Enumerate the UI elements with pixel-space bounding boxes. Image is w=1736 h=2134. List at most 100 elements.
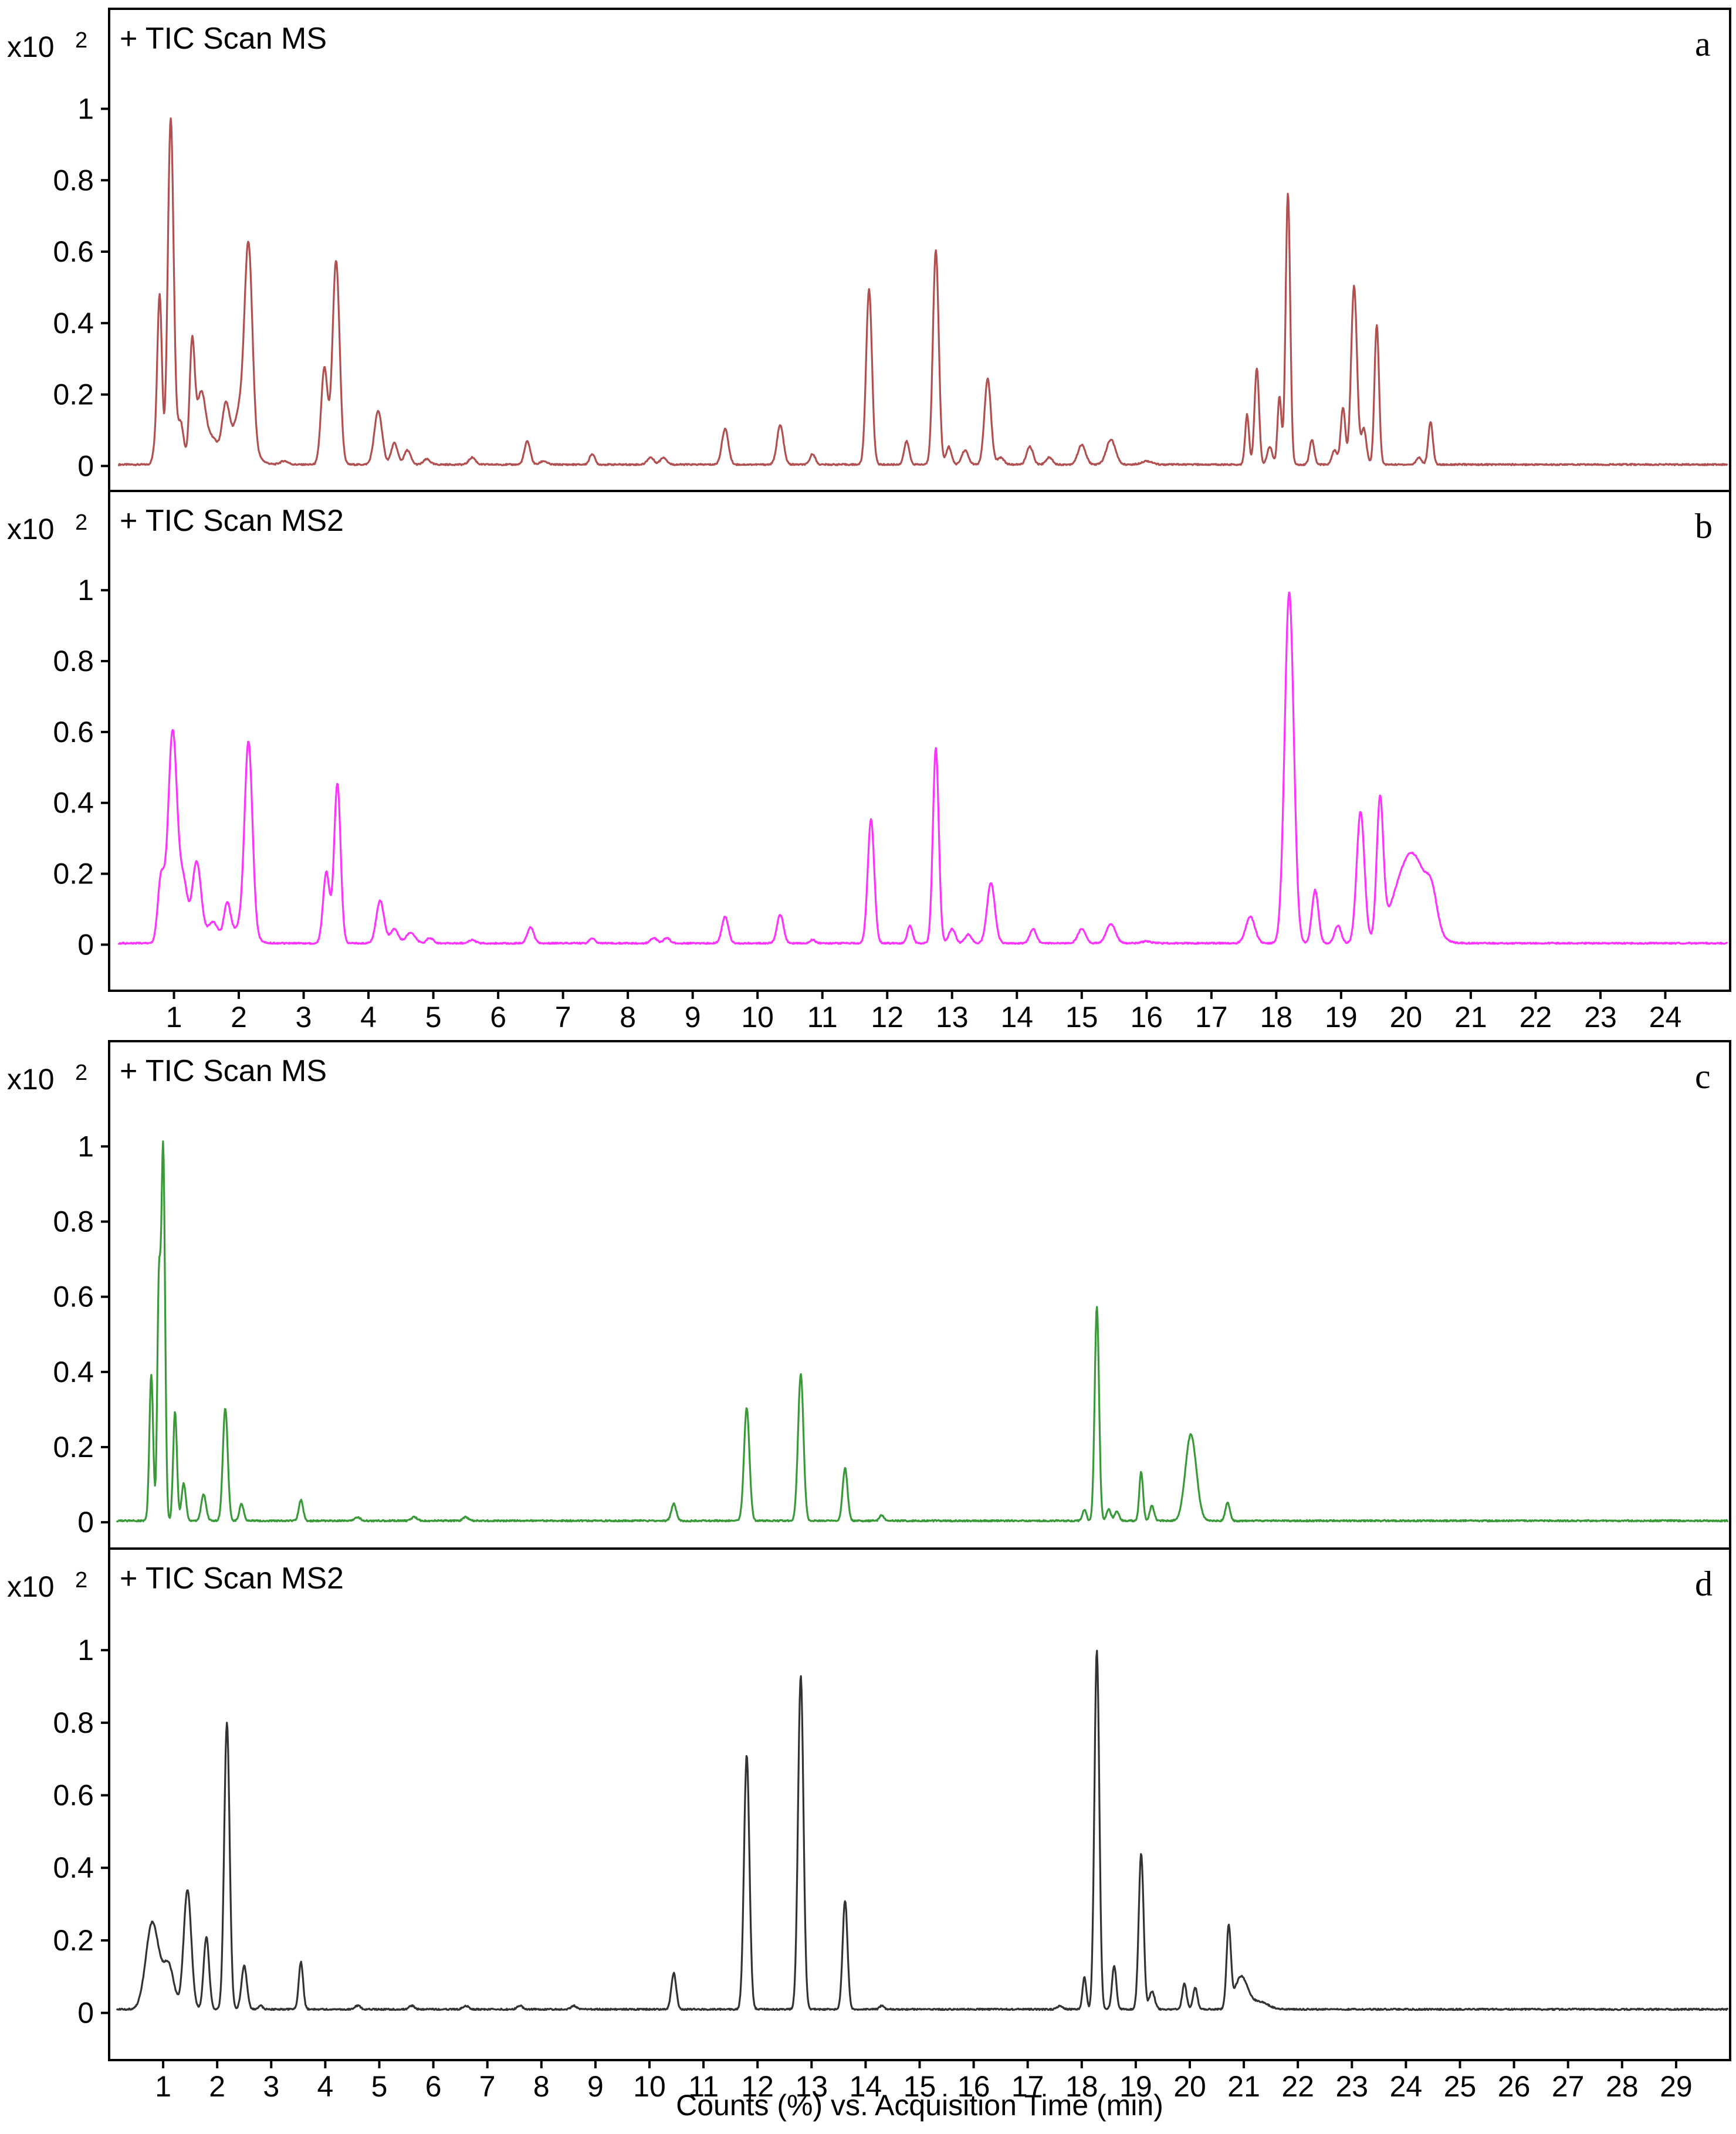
x-tick-label: 2 [231,1001,247,1034]
panel-title: + TIC Scan MS2 [120,1561,344,1596]
y-tick-label: 0.2 [53,1431,94,1464]
panel-c: x10 2 + TIC Scan MS c 0 0.2 0.4 0.6 0.8 1 [7,1040,1731,1550]
x-tick-label: 16 [1131,1001,1163,1034]
x-tick-label: 23 [1584,1001,1617,1034]
panel-letter: d [1695,1564,1713,1603]
panel-title: + TIC Scan MS [120,22,327,56]
panel-b: x10 2 + TIC Scan MS2 b00.20.40.60.811 2 3 4 5 6 7… [7,490,1731,1034]
chromatogram-trace [116,1140,1728,1523]
x-tick-label: 24 [1649,1001,1682,1034]
panel-a: x10 2 + TIC Scan MS a 0 0.2 0.4 0.6 0.8 1 [7,8,1731,492]
x-tick-label: 13 [936,1001,969,1034]
x-tick-label: 19 [1325,1001,1358,1034]
y-tick-label: 0.4 [53,1356,94,1388]
x-tick-label: 24 [1390,2070,1423,2103]
y-tick-label: 0.8 [53,645,94,678]
chromatogram-trace [118,117,1728,466]
x-tick-label: 3 [296,1001,312,1034]
x-tick-label: 9 [587,2070,604,2103]
panel-d: x10 2 + TIC Scan MS2 d00.20.40.60.811 2 3 4 5 6 7… [7,1547,1731,2122]
x-tick-label: 4 [360,1001,377,1034]
x-tick-label: 6 [490,1001,506,1034]
y-multiplier-label: x10 [7,1063,55,1096]
x-tick-label: 13 [795,2070,828,2103]
plot-frame [108,1040,1731,1550]
y-exponent-label: 2 [75,1568,87,1593]
plot-frame [108,1547,1731,2061]
y-tick-label: 0 [77,1997,94,2030]
plot-frame [108,8,1731,492]
y-exponent-label: 2 [75,510,87,535]
y-tick-label: 1 [77,1634,94,1666]
y-tick-label: 0.6 [53,1779,94,1812]
x-tick-label: 2 [209,2070,225,2103]
x-tick-label: 11 [807,1001,838,1034]
x-tick-label: 25 [1444,2070,1477,2103]
x-tick-label: 26 [1498,2070,1531,2103]
panel-letter: a [1695,25,1711,63]
y-tick-label: 0.8 [53,164,94,197]
x-tick-label: 18 [1260,1001,1293,1034]
x-tick-label: 5 [371,2070,388,2103]
y-tick-label: 0.6 [53,716,94,748]
x-tick-label: 15 [903,2070,936,2103]
y-tick-label: 0.4 [53,1851,94,1884]
x-tick-label: 7 [479,2070,496,2103]
y-tick-label: 1 [77,574,94,607]
x-tick-label: 28 [1606,2070,1639,2103]
x-tick-label: 8 [620,1001,636,1034]
x-tick-label: 12 [871,1001,903,1034]
y-multiplier-label: x10 [7,513,55,546]
plot-frame [108,490,1731,992]
x-tick-label: 22 [1281,2070,1314,2103]
y-tick-label: 1 [77,92,94,125]
x-tick-label: 22 [1520,1001,1552,1034]
x-tick-label: 5 [425,1001,442,1034]
y-tick-label: 0.8 [53,1205,94,1238]
x-tick-label: 15 [1065,1001,1098,1034]
chromatogram-trace [116,1649,1728,2011]
x-tick-label: 4 [317,2070,333,2103]
x-axis-label: Counts (%) vs. Acquisition Time (min) [676,2089,1163,2122]
y-tick-label: 0.6 [53,235,94,268]
y-tick-label: 0.6 [53,1281,94,1313]
x-tick-label: 20 [1390,1001,1423,1034]
x-tick-label: 14 [1000,1001,1033,1034]
y-exponent-label: 2 [75,1061,87,1085]
x-tick-label: 11 [688,2070,719,2103]
x-tick-label: 14 [850,2070,882,2103]
x-tick-label: 18 [1065,2070,1098,2103]
y-tick-label: 1 [77,1130,94,1163]
x-tick-label: 6 [425,2070,442,2103]
x-tick-label: 12 [741,2070,774,2103]
x-tick-label: 19 [1119,2070,1152,2103]
panel-letter: c [1695,1057,1711,1096]
y-tick-label: 0 [77,449,94,482]
x-tick-label: 8 [533,2070,550,2103]
x-tick-label: 17 [1195,1001,1228,1034]
y-tick-label: 0.4 [53,787,94,819]
panel-title: + TIC Scan MS2 [120,504,344,538]
x-tick-label: 21 [1454,1001,1487,1034]
y-tick-label: 0.4 [53,307,94,340]
x-tick-label: 23 [1335,2070,1368,2103]
y-tick-label: 0.2 [53,858,94,890]
y-multiplier-label: x10 [7,31,55,63]
x-tick-label: 1 [166,1001,182,1034]
y-tick-label: 0.8 [53,1706,94,1739]
x-tick-label: 7 [555,1001,571,1034]
x-tick-label: 20 [1173,2070,1206,2103]
y-exponent-label: 2 [75,28,87,53]
y-tick-label: 0.2 [53,378,94,411]
y-tick-label: 0 [77,1506,94,1539]
chromatogram-trace [118,591,1728,945]
panel-letter: b [1695,507,1713,546]
x-tick-label: 27 [1552,2070,1585,2103]
x-tick-label: 1 [155,2070,171,2103]
y-tick-label: 0 [77,928,94,961]
x-tick-label: 10 [741,1001,774,1034]
x-tick-label: 16 [957,2070,990,2103]
x-tick-label: 21 [1227,2070,1260,2103]
x-tick-label: 29 [1660,2070,1693,2103]
